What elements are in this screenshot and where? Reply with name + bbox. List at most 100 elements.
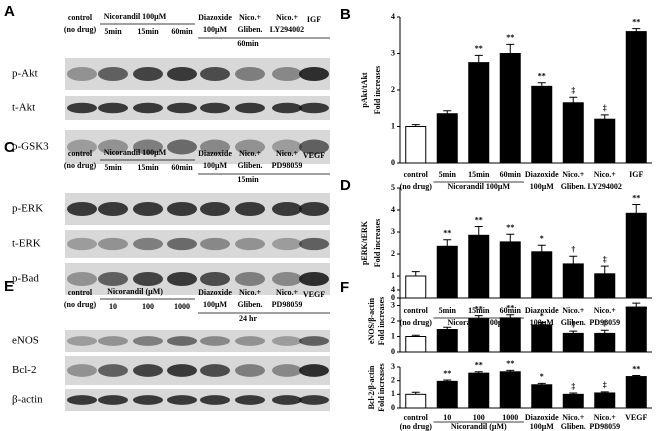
significance: **	[475, 304, 483, 313]
lane-label: 60min	[171, 163, 193, 172]
significance: **	[632, 193, 640, 202]
lane-label: Diazoxide	[198, 13, 232, 22]
blot-band	[235, 237, 265, 251]
blot-band	[200, 139, 230, 155]
blot-band	[67, 102, 97, 114]
y-tick-label: 1	[391, 121, 395, 130]
x-tick-label: 15min	[468, 306, 490, 315]
significance: **	[475, 215, 483, 224]
bar	[499, 317, 521, 353]
y-tick-label: 3	[391, 48, 395, 57]
error-bar	[537, 244, 546, 252]
x-tick-label: Nico.+	[562, 170, 585, 179]
significance: *	[540, 234, 544, 243]
error-bar	[600, 329, 609, 334]
bar	[562, 332, 584, 353]
row-label: p-GSK3	[12, 141, 49, 153]
significance: ‡	[603, 255, 607, 264]
bar	[594, 332, 616, 353]
bar	[625, 31, 647, 164]
group-label: Nicorandil 100μM	[447, 182, 510, 191]
blot-band	[235, 271, 265, 287]
error-bar	[474, 315, 483, 319]
x-tick-label: Nico.+	[594, 306, 617, 315]
blot-band	[167, 237, 197, 251]
panel-letter: E	[4, 278, 14, 295]
blot-band	[133, 139, 163, 155]
x-sublabel: Gliben.	[561, 182, 586, 191]
blot-band	[67, 66, 97, 82]
blot-band	[200, 201, 230, 217]
blot-band	[272, 102, 302, 114]
lane-label: Nico.+	[276, 288, 299, 297]
bar	[499, 241, 521, 299]
blot-band	[133, 364, 163, 377]
lane-label: Nico.+	[239, 288, 262, 297]
lane-label: 100μM	[203, 161, 228, 170]
y-tick-label: 4	[391, 285, 395, 294]
x-sublabel: 100μM	[530, 422, 555, 431]
x-tick-label: Diazoxide	[525, 170, 559, 179]
y-label-2: Fold increases	[373, 66, 382, 115]
blot-band	[299, 336, 329, 346]
x-tick-label: Nico.+	[594, 413, 617, 422]
lane-label: PD98059	[272, 161, 303, 170]
blot-band	[235, 395, 265, 405]
error-bar	[569, 392, 578, 395]
panel-letter: D	[340, 177, 351, 194]
blot-band	[98, 102, 128, 114]
error-bar	[411, 124, 420, 127]
blot-band	[133, 102, 163, 114]
panel-letter: B	[340, 6, 351, 23]
bar	[562, 393, 584, 409]
lane-label: Gliben.	[237, 300, 262, 309]
bar	[531, 85, 553, 164]
bar	[405, 393, 427, 409]
blot-band	[272, 271, 302, 287]
lane-label: (no drug)	[64, 25, 97, 34]
bar	[499, 53, 521, 164]
y-tick-label: 0	[391, 158, 395, 167]
error-bar	[537, 322, 546, 325]
lane-label: 15min	[237, 175, 259, 184]
lane-label: 5min	[104, 27, 122, 36]
bar	[594, 118, 616, 164]
error-bar	[600, 391, 609, 393]
error-bar	[537, 382, 546, 385]
significance: ‡	[603, 319, 607, 328]
blot-band	[299, 102, 329, 114]
significance: ‡	[571, 320, 575, 329]
x-tick-label: 10	[443, 413, 451, 422]
error-bar	[600, 265, 609, 274]
blot-band	[67, 395, 97, 405]
lane-label: 24 hr	[239, 314, 257, 323]
blot-band	[133, 66, 163, 82]
x-tick-label: 100	[473, 413, 485, 422]
error-bar	[443, 110, 452, 114]
lane-label: VEGF	[303, 290, 325, 299]
blot-band	[67, 237, 97, 251]
bar	[436, 245, 458, 299]
panel-letter: C	[4, 139, 15, 156]
lane-label: Nicorandil 100μM	[104, 148, 167, 157]
x-sublabel: PD98059	[589, 422, 620, 431]
y-tick-label: 0	[391, 403, 395, 412]
significance: ‡	[571, 86, 575, 95]
row-label: Bcl-2	[12, 364, 36, 376]
y-label: Bcl-2/β-actin	[367, 365, 376, 409]
blot-band	[235, 139, 265, 155]
y-tick-label: 1	[391, 331, 395, 340]
y-label: pAkt/tAkt	[360, 72, 369, 107]
lane-label: 60min	[171, 27, 193, 36]
y-tick-label: 2	[391, 316, 395, 325]
significance: *	[540, 311, 544, 320]
blot-band	[272, 139, 302, 155]
bar	[531, 251, 553, 299]
significance: **	[632, 292, 640, 301]
lane-label: Nico.+	[239, 13, 262, 22]
error-bar	[443, 239, 452, 247]
y-tick-label: 2	[391, 375, 395, 384]
x-sublabel: (no drug)	[400, 318, 433, 327]
blot-band	[133, 271, 163, 287]
